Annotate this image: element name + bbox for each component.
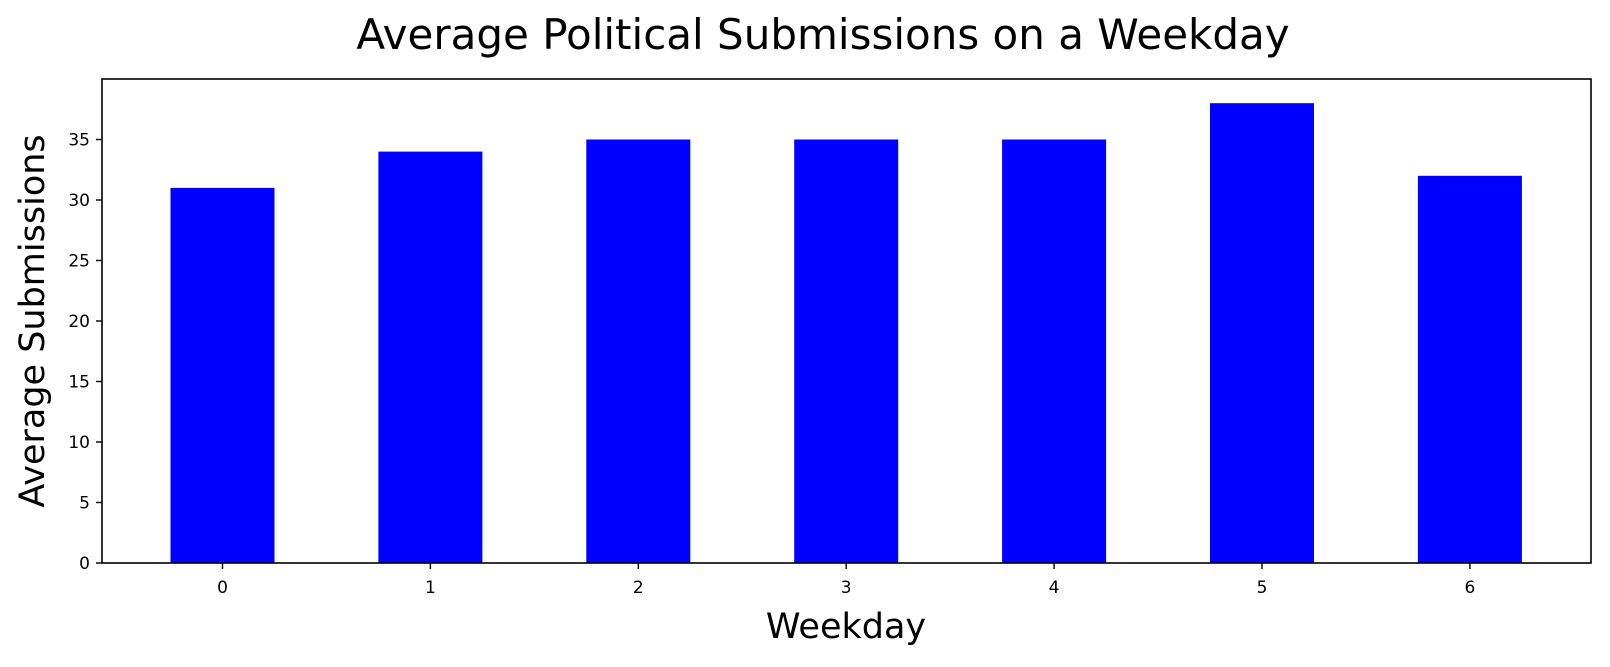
plot-area-frame: [101, 78, 1592, 564]
bar-0: [170, 187, 275, 563]
x-tick-label: 2: [633, 578, 644, 598]
bar-1: [378, 151, 483, 563]
bars-layer: [170, 103, 1522, 564]
bar-2: [586, 139, 691, 563]
x-tick-label: 3: [841, 578, 852, 598]
y-tick-label: 35: [68, 131, 90, 151]
x-tick-label: 5: [1257, 578, 1268, 598]
y-tick-label: 5: [79, 494, 90, 514]
x-axis-ticks: 0 1 2 3 4 5 6: [217, 563, 1475, 598]
y-tick-label: 10: [68, 433, 90, 453]
y-tick-label: 15: [68, 373, 90, 393]
x-tick-label: 6: [1464, 578, 1475, 598]
bar-5: [1210, 103, 1314, 563]
bar-3: [794, 139, 899, 563]
chart-title: Average Political Submissions on a Weekd…: [356, 10, 1289, 59]
y-tick-label: 20: [68, 312, 90, 332]
bar-4: [1002, 139, 1107, 563]
y-tick-label: 0: [79, 554, 90, 574]
x-tick-label: 1: [425, 578, 436, 598]
x-tick-label: 0: [217, 578, 228, 598]
bar-6: [1417, 175, 1522, 564]
y-axis-label: Average Submissions: [13, 134, 53, 507]
y-tick-label: 30: [68, 191, 90, 211]
y-tick-label: 25: [68, 252, 90, 272]
x-tick-label: 4: [1049, 578, 1060, 598]
y-axis-ticks: 0 5 10 15 20 25 30 35: [68, 131, 102, 574]
x-axis-label: Weekday: [766, 607, 926, 647]
